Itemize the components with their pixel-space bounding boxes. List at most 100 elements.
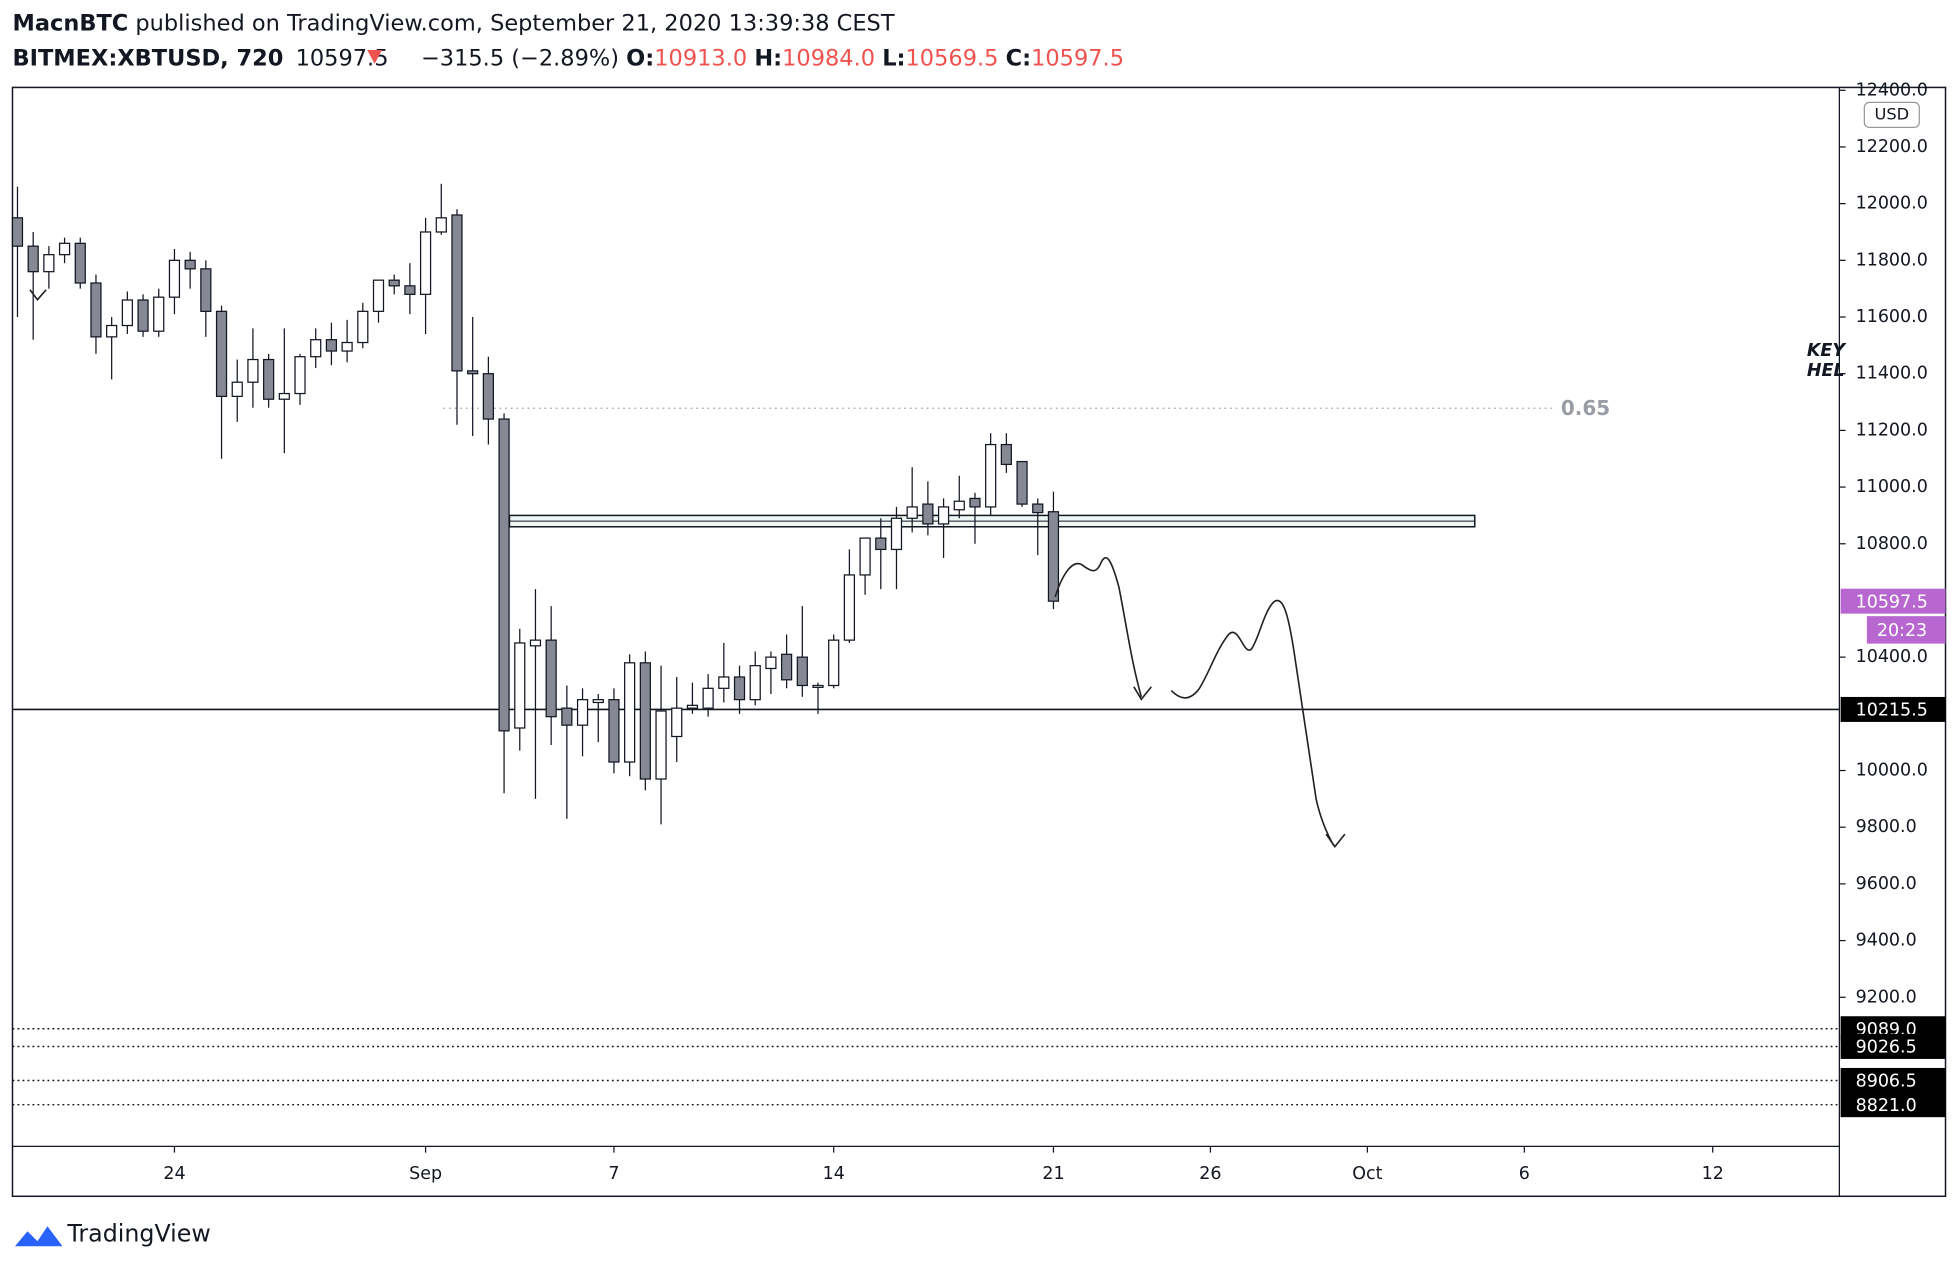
currency-box[interactable] bbox=[1863, 101, 1920, 129]
down-triangle bbox=[367, 49, 383, 64]
candle-body bbox=[733, 676, 746, 701]
candle-body bbox=[890, 517, 903, 551]
candle-body bbox=[592, 699, 604, 704]
brand: TradingView bbox=[66, 1220, 210, 1248]
candle-body bbox=[482, 373, 494, 420]
candle-body bbox=[435, 217, 447, 233]
x-tick-label: 21 bbox=[1042, 1164, 1064, 1184]
y-tick-label: 11400.0 bbox=[1856, 364, 1928, 384]
y-tick-label: 11000.0 bbox=[1856, 477, 1928, 497]
candle-body bbox=[58, 242, 71, 256]
l-label: L: bbox=[882, 45, 905, 71]
tradingview-logo: TradingView bbox=[14, 1220, 211, 1248]
o-label: O: bbox=[626, 45, 654, 71]
candle-body bbox=[985, 443, 997, 508]
candle-body bbox=[671, 707, 683, 738]
candle-body bbox=[27, 245, 39, 273]
side-note: KEY bbox=[1807, 341, 1847, 361]
price-tag bbox=[1840, 1033, 1946, 1059]
fib-label: 0.65 bbox=[1561, 396, 1610, 420]
candle-body bbox=[325, 339, 338, 352]
candle-body bbox=[372, 279, 385, 312]
candle-body bbox=[451, 214, 463, 372]
price-tag-label: 10215.5 bbox=[1856, 701, 1928, 721]
change: −315.5 (−2.89%) bbox=[421, 45, 619, 71]
candle-body bbox=[168, 259, 181, 298]
candle-body bbox=[718, 676, 730, 689]
candle-body bbox=[780, 653, 793, 681]
candle-body bbox=[263, 358, 275, 400]
o-value: 10913.0 bbox=[654, 45, 747, 71]
candle-body bbox=[43, 254, 55, 273]
candle-body bbox=[545, 639, 557, 718]
c-label: C: bbox=[1006, 45, 1031, 71]
candle-body bbox=[419, 231, 432, 295]
countdown-label: 20:23 bbox=[1877, 621, 1927, 641]
candle-body bbox=[278, 392, 290, 400]
price-tag bbox=[1840, 696, 1946, 722]
candle-body bbox=[1000, 443, 1012, 466]
plot: 9200.0 9400.0 9600.0 9800.0 10000.0 10400.0 10… bbox=[11, 80, 1946, 1184]
candle-body bbox=[404, 285, 416, 295]
candle-body bbox=[137, 299, 149, 332]
y-tick-label: 9800.0 bbox=[1856, 817, 1917, 837]
y-tick-label: 11200.0 bbox=[1856, 420, 1928, 440]
candle-body bbox=[153, 296, 165, 332]
x-tick-label: Oct bbox=[1352, 1164, 1382, 1184]
y-tick-label: 10800.0 bbox=[1856, 534, 1928, 554]
y-tick-label: 9200.0 bbox=[1856, 987, 1917, 1007]
c-value: 10597.5 bbox=[1031, 45, 1124, 71]
candle-body bbox=[749, 665, 761, 701]
candle-body bbox=[231, 381, 243, 398]
h-value: 10984.0 bbox=[782, 45, 875, 71]
candle-body bbox=[1032, 503, 1044, 514]
candle-body bbox=[828, 639, 840, 687]
last-price-tag bbox=[1840, 588, 1946, 614]
last-price-label: 10597.5 bbox=[1856, 592, 1928, 612]
price-tag-label: 8821.0 bbox=[1856, 1096, 1917, 1116]
x-tick-label: 12 bbox=[1702, 1164, 1724, 1184]
x-tick-label: 6 bbox=[1519, 1164, 1530, 1184]
candle-body bbox=[90, 282, 102, 338]
currency: USD bbox=[1874, 104, 1909, 123]
candle-body bbox=[655, 710, 667, 780]
candle-body bbox=[310, 339, 322, 358]
drawn-path bbox=[1054, 556, 1143, 698]
candle-body bbox=[576, 699, 589, 726]
candle-body bbox=[702, 687, 714, 709]
candle-body bbox=[624, 662, 636, 763]
candle-body bbox=[796, 656, 808, 687]
candle-body bbox=[357, 310, 369, 344]
hand-drawing bbox=[29, 289, 1346, 849]
candle-body bbox=[812, 684, 824, 688]
candle-body bbox=[875, 537, 887, 551]
candle-body bbox=[1016, 460, 1028, 505]
h-label: H: bbox=[754, 45, 782, 71]
price-tag-label: 9026.5 bbox=[1856, 1038, 1917, 1058]
y-tick-label: 12000.0 bbox=[1856, 194, 1928, 214]
candle-body bbox=[74, 242, 86, 284]
side-note: HEL bbox=[1807, 361, 1845, 381]
candle-body bbox=[765, 656, 777, 670]
candle-body bbox=[608, 699, 620, 763]
y-tick-label: 9400.0 bbox=[1856, 931, 1917, 951]
candle-body bbox=[200, 268, 212, 312]
author: MacnBTC bbox=[12, 10, 128, 36]
price-tag bbox=[1840, 1092, 1946, 1118]
price-tag bbox=[1840, 1067, 1946, 1093]
candle-body bbox=[937, 506, 950, 525]
candle-body bbox=[498, 418, 510, 732]
candle-body bbox=[184, 259, 196, 270]
y-tick-label: 12400.0 bbox=[1856, 80, 1928, 100]
candle-body bbox=[686, 704, 699, 709]
symbol: BITMEX:XBTUSD, 720 bbox=[12, 45, 283, 71]
candle-body bbox=[1047, 511, 1060, 602]
y-tick-label: 11600.0 bbox=[1856, 307, 1928, 327]
publish-line: MacnBTC published on TradingView.com, Se… bbox=[12, 10, 894, 36]
symbol-line: BITMEX:XBTUSD, 720 10597.5 −315.5 (−2.89%… bbox=[12, 45, 1124, 71]
candle-body bbox=[215, 310, 228, 398]
logo-icon bbox=[14, 1226, 63, 1247]
candle-body bbox=[121, 299, 133, 327]
